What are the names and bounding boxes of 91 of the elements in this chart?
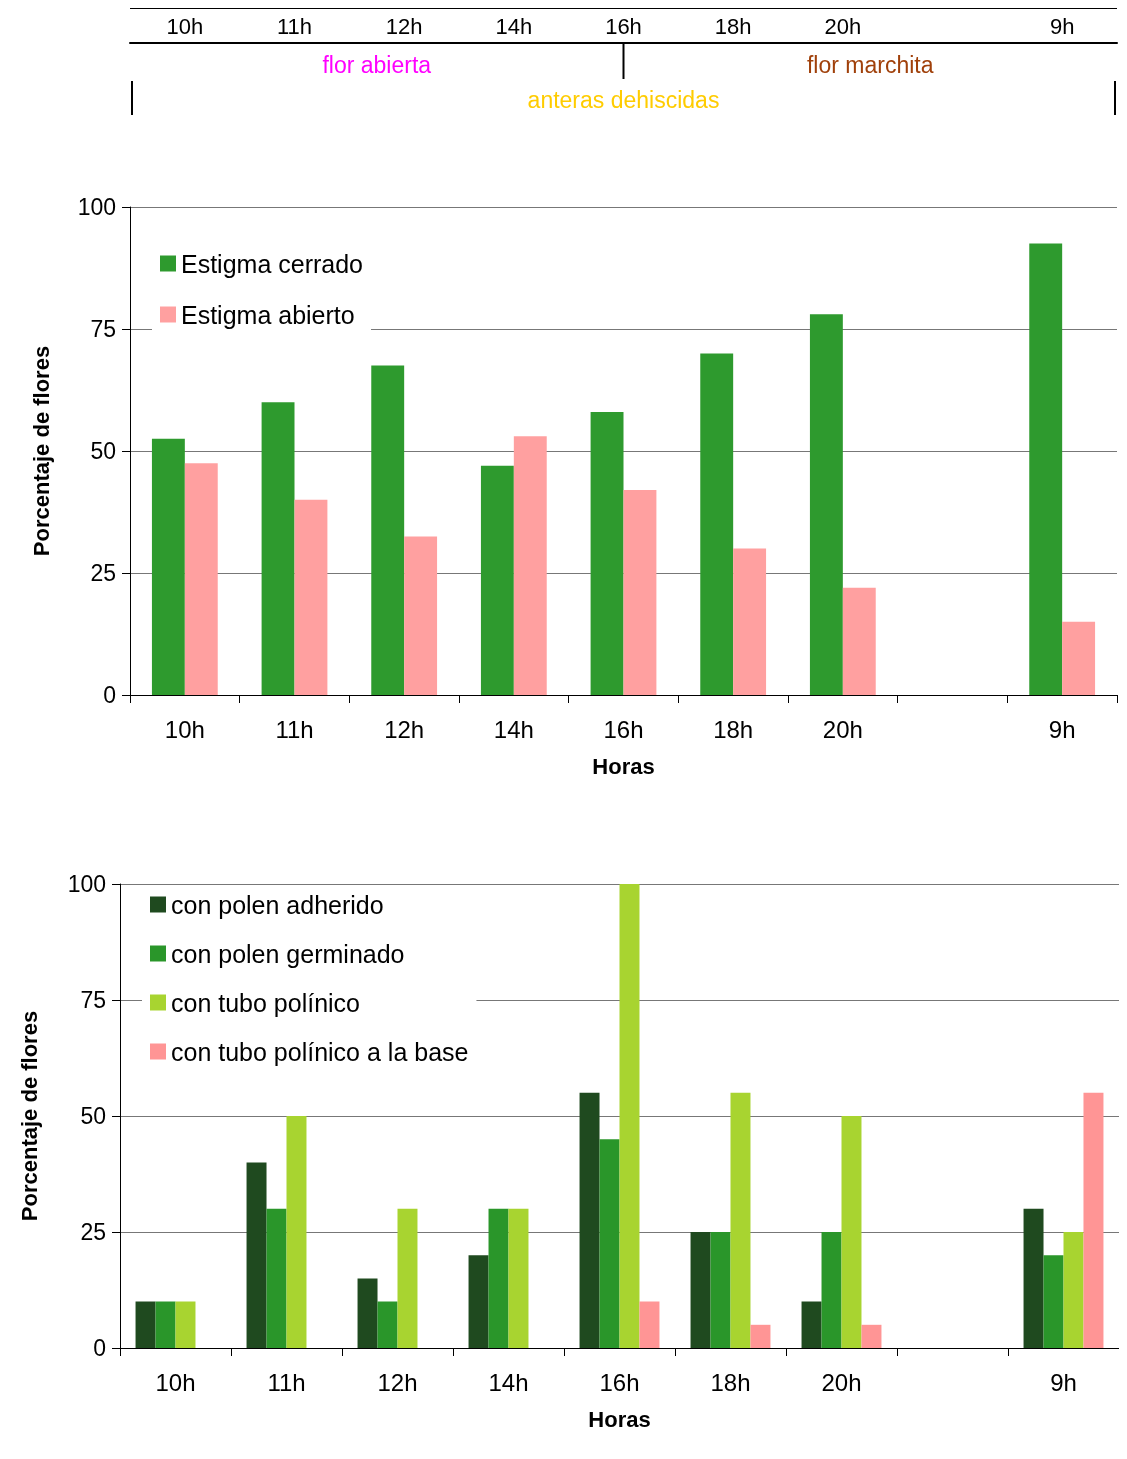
bar bbox=[1083, 1092, 1104, 1348]
x-tick-label: 10h bbox=[155, 1368, 196, 1396]
bar bbox=[801, 1301, 822, 1348]
x-tick-label: 16h bbox=[603, 715, 644, 743]
legend-label: Estigma abierto bbox=[181, 300, 355, 329]
x-tick-label: 9h bbox=[1050, 1368, 1077, 1396]
bar bbox=[508, 1208, 529, 1348]
category-label: 18h bbox=[714, 13, 752, 39]
bar bbox=[1043, 1255, 1064, 1348]
legend-label: con tubo polínico a la base bbox=[171, 1037, 469, 1066]
bar bbox=[1029, 243, 1063, 695]
category-label: 20h bbox=[824, 13, 862, 39]
x-tick-label: 16h bbox=[599, 1368, 640, 1396]
bar bbox=[135, 1301, 156, 1348]
bar bbox=[639, 1301, 660, 1348]
bar bbox=[151, 438, 185, 695]
bar bbox=[175, 1301, 196, 1348]
bar bbox=[155, 1301, 176, 1348]
y-tick-label: 75 bbox=[80, 987, 106, 1013]
bar bbox=[841, 1116, 862, 1348]
bar bbox=[397, 1208, 418, 1348]
bar bbox=[468, 1255, 489, 1348]
x-tick-label: 14h bbox=[493, 715, 534, 743]
bar bbox=[619, 884, 640, 1348]
x-axis-title: Horas bbox=[592, 753, 655, 779]
x-tick-label: 12h bbox=[384, 715, 425, 743]
x-tick-label: 18h bbox=[710, 1368, 751, 1396]
category-label: 10h bbox=[166, 13, 204, 39]
x-tick-label: 18h bbox=[713, 715, 754, 743]
bar bbox=[750, 1324, 771, 1348]
bar bbox=[599, 1139, 620, 1348]
x-tick-label: 20h bbox=[821, 1368, 862, 1396]
legend-label: con tubo polínico bbox=[171, 988, 361, 1017]
y-tick-label: 0 bbox=[103, 682, 116, 708]
bar bbox=[357, 1278, 378, 1348]
y-tick-label: 25 bbox=[90, 560, 116, 586]
bar bbox=[246, 1162, 267, 1348]
x-tick-label: 11h bbox=[275, 715, 314, 743]
y-tick-label: 75 bbox=[90, 316, 116, 342]
bar bbox=[480, 465, 514, 695]
bar bbox=[1063, 1232, 1084, 1348]
category-label: 9h bbox=[1049, 13, 1075, 39]
bar bbox=[488, 1208, 509, 1348]
y-tick-label: 100 bbox=[67, 871, 106, 897]
bar bbox=[579, 1092, 600, 1348]
text: flor abierta bbox=[322, 52, 432, 78]
category-label: 12h bbox=[385, 13, 423, 39]
bar bbox=[513, 436, 547, 695]
bar bbox=[286, 1116, 307, 1348]
bar bbox=[371, 365, 405, 695]
y-axis-title: Porcentaje de flores bbox=[16, 1010, 42, 1222]
x-tick-label: 9h bbox=[1048, 715, 1076, 743]
bar bbox=[1062, 621, 1096, 695]
bar bbox=[821, 1232, 842, 1348]
category-label: 14h bbox=[495, 13, 533, 39]
bar bbox=[809, 314, 843, 695]
legend-label: Estigma cerrado bbox=[181, 249, 364, 278]
bar bbox=[377, 1301, 398, 1348]
bar bbox=[700, 353, 734, 695]
legend-label: con polen germinado bbox=[171, 939, 405, 968]
bar bbox=[184, 463, 218, 695]
y-tick-label: 100 bbox=[77, 194, 116, 220]
bar bbox=[690, 1232, 711, 1348]
bar bbox=[842, 587, 876, 695]
x-tick-label: 11h bbox=[267, 1368, 306, 1396]
bar bbox=[261, 402, 295, 695]
y-axis-title: Porcentaje de flores bbox=[28, 345, 54, 557]
x-tick-label: 10h bbox=[164, 715, 205, 743]
y-tick-label: 25 bbox=[80, 1219, 106, 1245]
legend-label: con polen adherido bbox=[171, 890, 384, 919]
bar bbox=[623, 490, 657, 695]
y-tick-label: 50 bbox=[90, 438, 116, 464]
y-tick-label: 0 bbox=[93, 1335, 106, 1361]
x-tick-label: 12h bbox=[377, 1368, 418, 1396]
bar bbox=[266, 1208, 287, 1348]
x-axis-title: Horas bbox=[588, 1406, 651, 1432]
category-label: 11h bbox=[276, 13, 313, 39]
bar bbox=[404, 536, 438, 695]
category-label: 16h bbox=[605, 13, 642, 39]
y-tick-label: 50 bbox=[80, 1103, 106, 1129]
bar bbox=[730, 1092, 751, 1348]
bar bbox=[861, 1324, 882, 1348]
bar bbox=[733, 548, 767, 695]
bar bbox=[590, 411, 624, 695]
text: anteras dehiscidas bbox=[527, 87, 720, 113]
bar bbox=[294, 499, 328, 695]
x-tick-label: 20h bbox=[822, 715, 863, 743]
bar bbox=[710, 1232, 731, 1348]
text: flor marchita bbox=[806, 52, 934, 78]
x-tick-label: 14h bbox=[488, 1368, 529, 1396]
bar bbox=[1023, 1208, 1044, 1348]
